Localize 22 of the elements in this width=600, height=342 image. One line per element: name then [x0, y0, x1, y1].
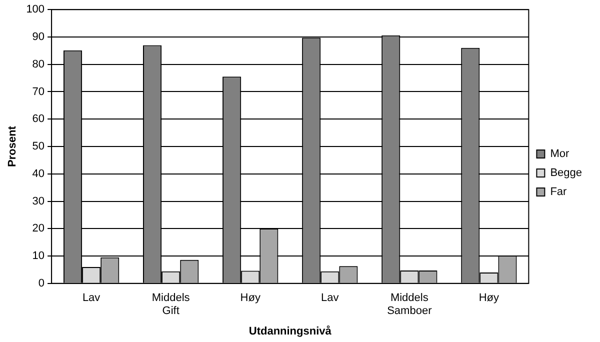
- y-tick-label: 90: [32, 31, 45, 44]
- y-tick-label: 10: [32, 250, 45, 262]
- x-tick-label: Høy: [478, 292, 500, 304]
- y-tick-label: 100: [26, 4, 45, 16]
- x-tick-label: Lav: [82, 292, 101, 304]
- x-tick-label: Middels Gift: [152, 292, 190, 318]
- y-tick-label: 50: [32, 140, 45, 153]
- y-tick-label: 0: [38, 277, 45, 290]
- y-tick-label: 80: [32, 58, 45, 70]
- x-tick-label: Høy: [240, 292, 261, 304]
- y-axis-title: Prosent: [6, 126, 19, 167]
- y-tick-label: 20: [32, 222, 45, 235]
- x-axis-title: Utdanningsnivå: [248, 324, 332, 338]
- y-tick-label: 30: [32, 195, 45, 208]
- x-tick-label: Middels Samboer: [387, 292, 432, 318]
- y-tick-label: 40: [32, 168, 45, 180]
- y-tick-label: 60: [32, 113, 45, 126]
- legend-label: Begge: [550, 167, 582, 180]
- legend-label: Mor: [550, 148, 570, 160]
- x-tick-label: Lav: [321, 292, 340, 304]
- legend-label: Far: [550, 186, 568, 198]
- y-tick-label: 70: [32, 86, 45, 98]
